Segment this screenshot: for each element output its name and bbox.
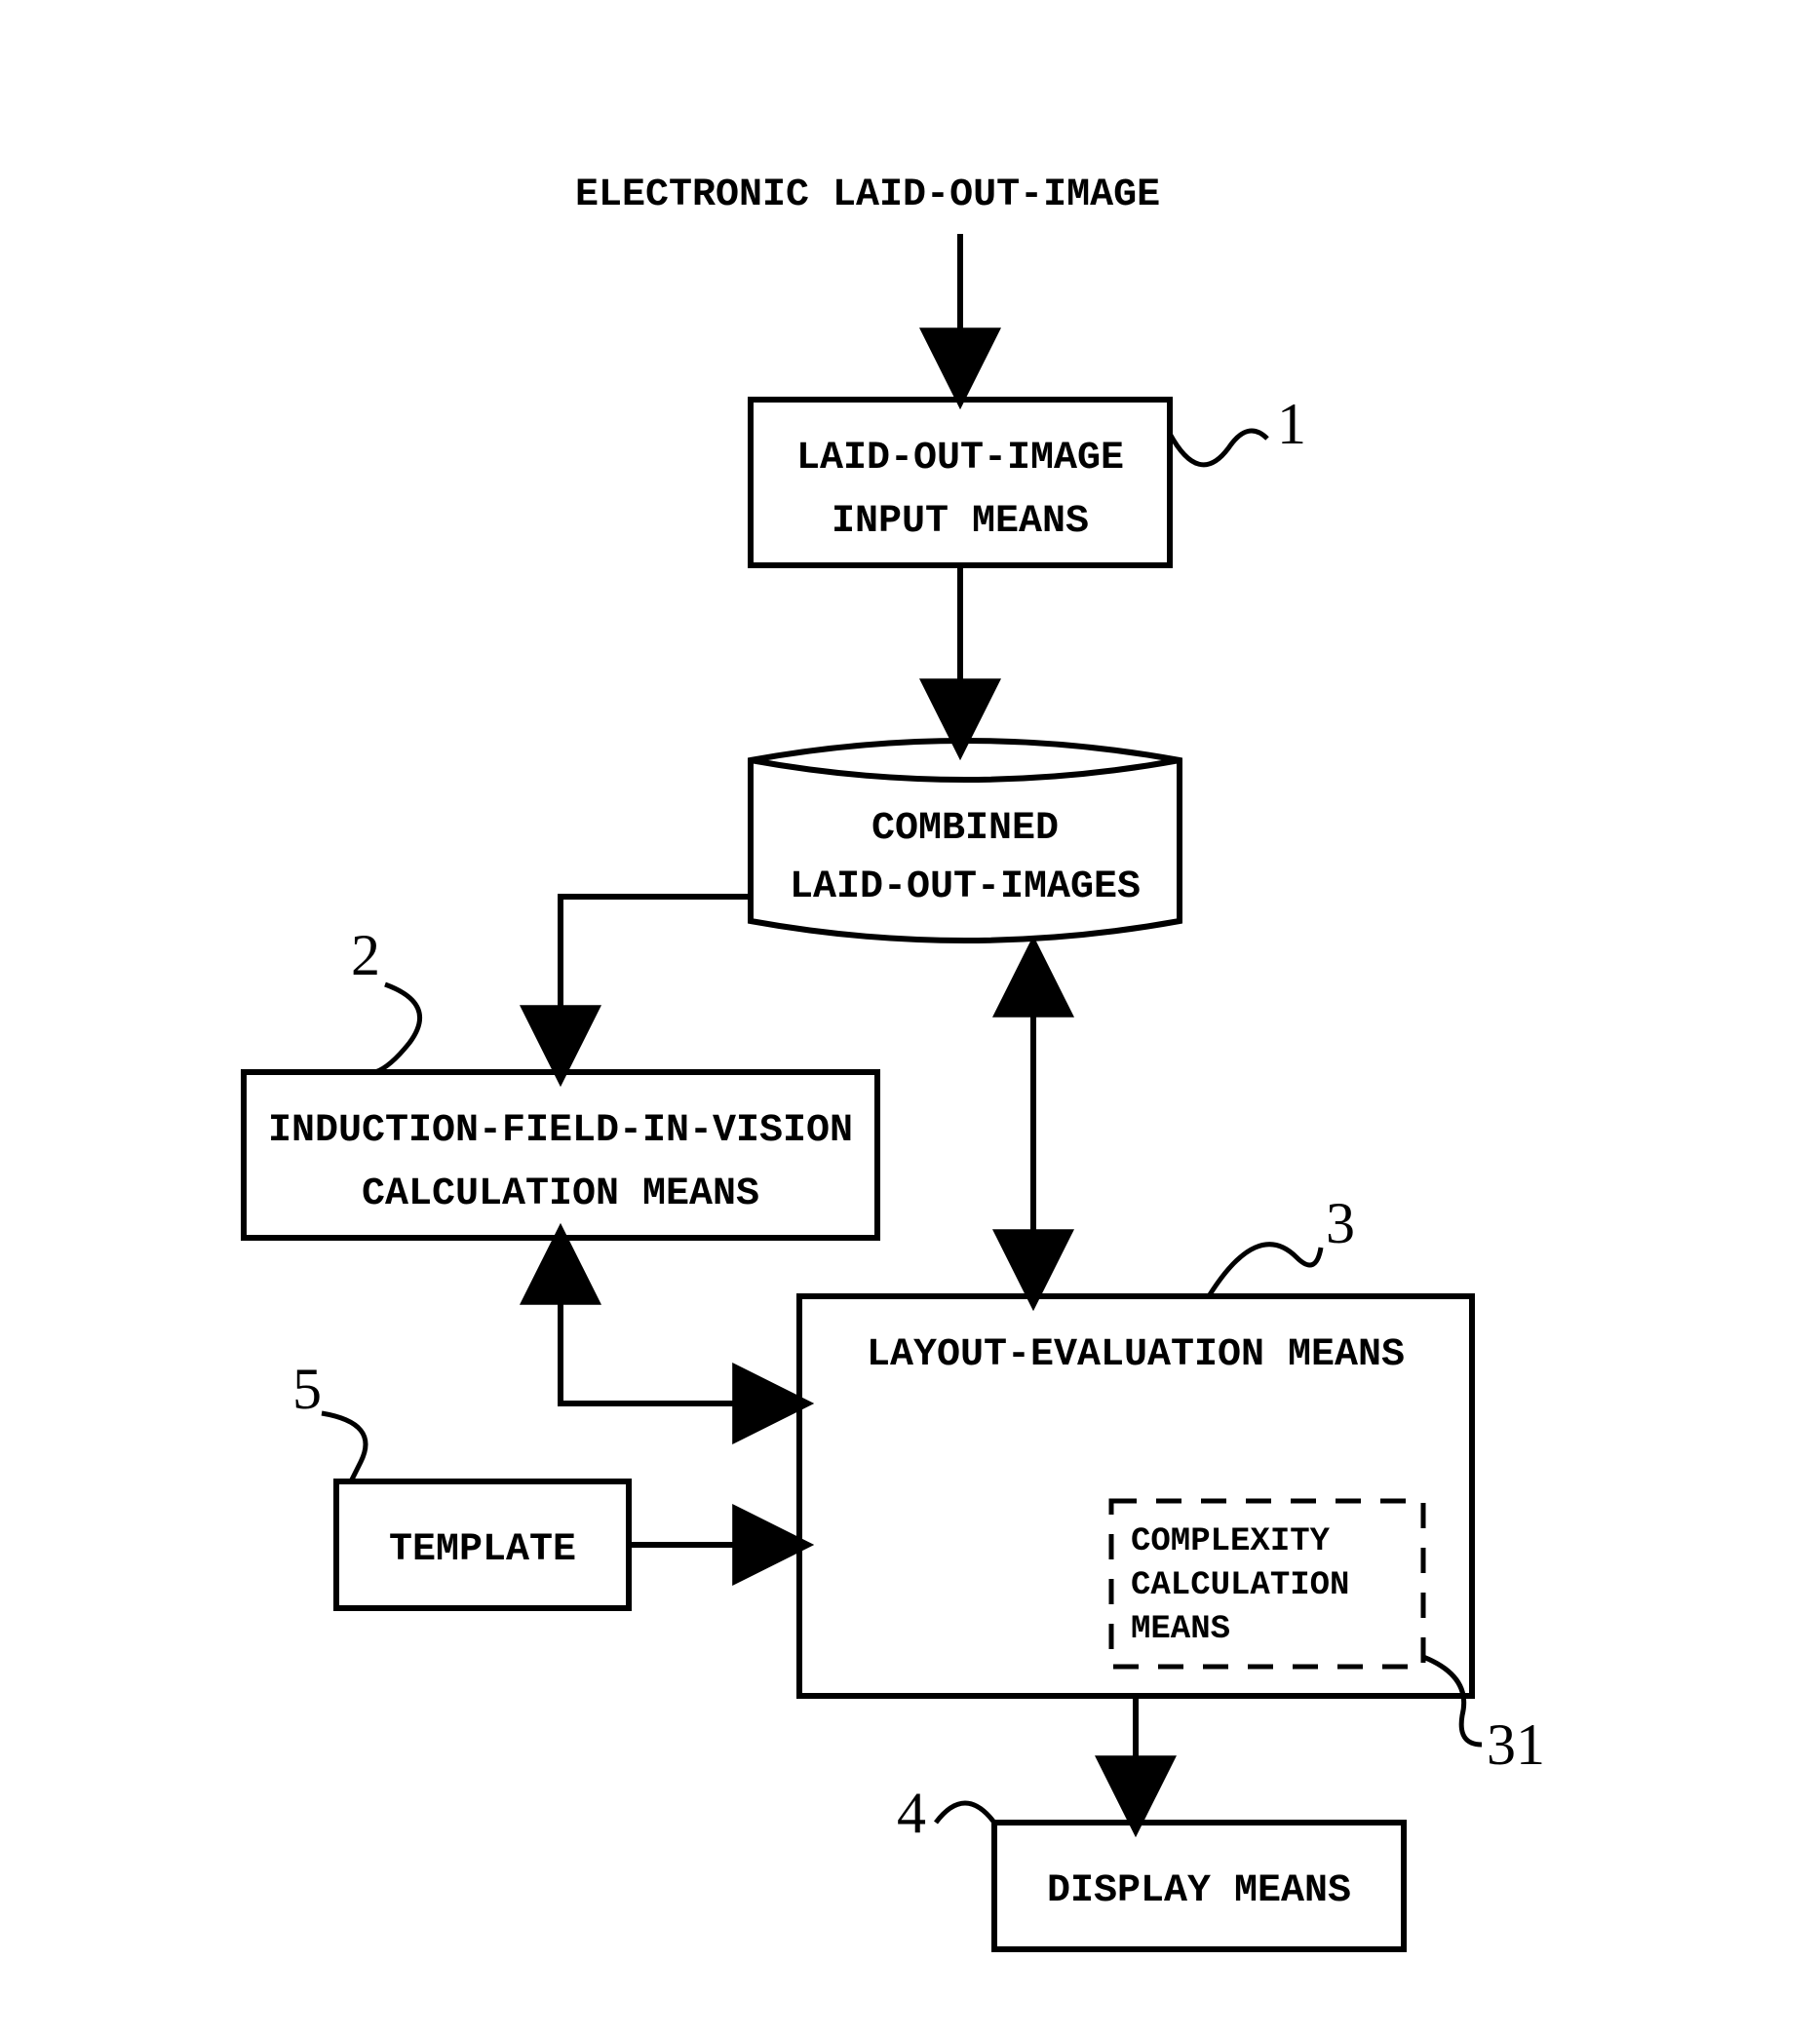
leader-r1 (1170, 431, 1267, 465)
node-complexity-means-label-3: MEANS (1131, 1611, 1230, 1648)
edge-db-n2 (561, 897, 751, 1062)
node-input-means: LAID-OUT-IMAGE INPUT MEANS (751, 400, 1170, 565)
flowchart-canvas: ELECTRONIC LAID-OUT-IMAGE LAID-OUT-IMAGE… (0, 0, 1820, 2037)
node-input-means-label-2: INPUT MEANS (832, 500, 1089, 544)
node-combined-db: COMBINED LAID-OUT-IMAGES (751, 741, 1180, 941)
title-text: ELECTRONIC LAID-OUT-IMAGE (575, 173, 1160, 217)
node-complexity-means: COMPLEXITY CALCULATION MEANS (1111, 1501, 1423, 1667)
node-template: TEMPLATE (336, 1481, 629, 1608)
node-display-means-label: DISPLAY MEANS (1047, 1869, 1351, 1913)
node-induction-means: INDUCTION-FIELD-IN-VISION CALCULATION ME… (244, 1072, 877, 1238)
leader-r4 (936, 1803, 994, 1823)
node-complexity-means-label-2: CALCULATION (1131, 1567, 1349, 1604)
ref-4: 4 (897, 1781, 926, 1845)
node-input-means-label-1: LAID-OUT-IMAGE (796, 437, 1124, 480)
node-template-label: TEMPLATE (389, 1528, 576, 1572)
node-combined-db-label-1: COMBINED (871, 807, 1059, 851)
node-combined-db-label-2: LAID-OUT-IMAGES (790, 865, 1141, 909)
ref-2: 2 (351, 923, 380, 987)
leader-r2 (375, 984, 420, 1072)
ref-1: 1 (1277, 392, 1306, 456)
leader-r3 (1209, 1245, 1321, 1296)
node-display-means: DISPLAY MEANS (994, 1823, 1404, 1949)
ref-5: 5 (292, 1357, 322, 1421)
edge-n2-n3 (561, 1248, 790, 1403)
ref-31: 31 (1487, 1712, 1545, 1777)
node-induction-means-label-1: INDUCTION-FIELD-IN-VISION (268, 1109, 853, 1153)
node-layout-eval-label: LAYOUT-EVALUATION MEANS (867, 1333, 1405, 1377)
node-complexity-means-label-1: COMPLEXITY (1131, 1523, 1331, 1560)
leader-r5 (322, 1413, 366, 1481)
ref-3: 3 (1326, 1191, 1355, 1255)
node-induction-means-label-2: CALCULATION MEANS (362, 1172, 759, 1216)
